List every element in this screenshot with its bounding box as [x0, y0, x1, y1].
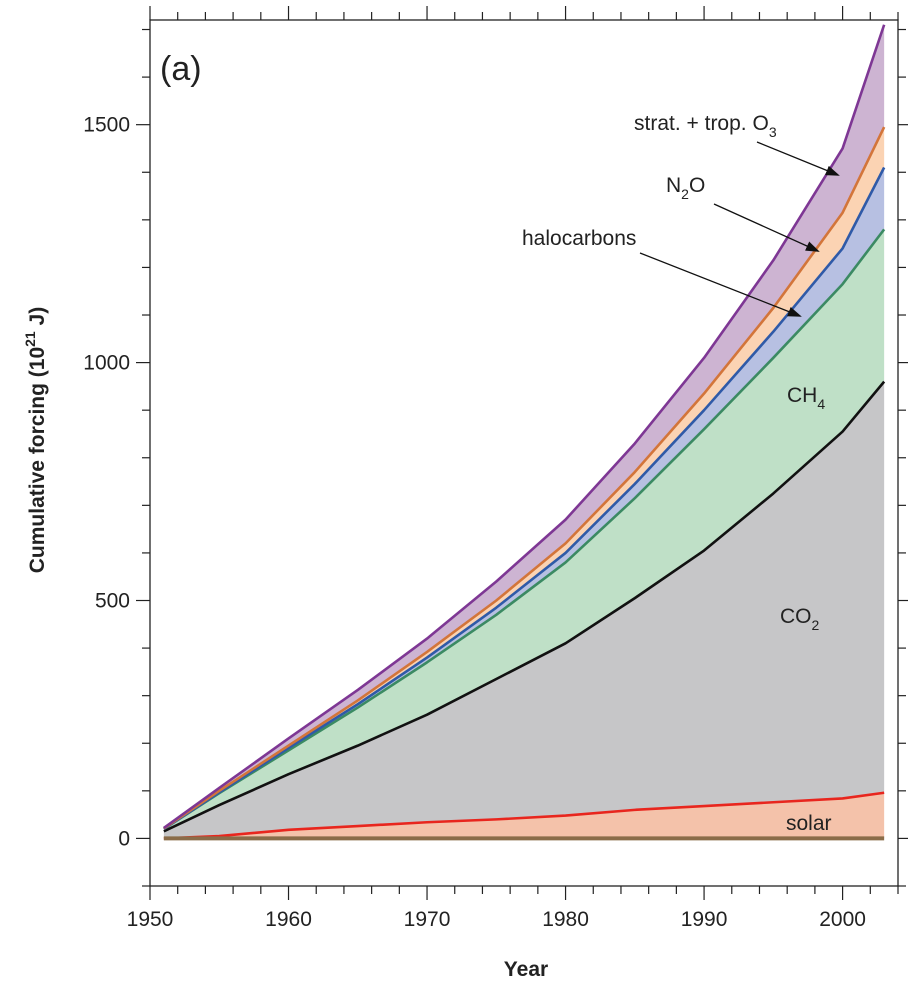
annotation-ch4-sub: 4	[817, 396, 825, 412]
arrow-o3	[756, 141, 840, 176]
line-ch4	[163, 228, 886, 830]
series-lines	[163, 24, 886, 841]
annotation-co2-pre: CO	[780, 605, 812, 628]
y-tick-label: 1500	[83, 114, 130, 137]
annotation-n2o-pre: N	[666, 174, 681, 197]
arrow-n2o	[713, 203, 820, 252]
stacked-areas	[163, 24, 885, 839]
y-axis-title: Cumulative forcing (1021 J)	[22, 307, 49, 573]
annotation-halocarbons: halocarbons	[522, 227, 636, 250]
x-tick-label: 1970	[404, 908, 451, 931]
y-tick-label: 0	[118, 827, 130, 850]
panel-label: (a)	[160, 50, 202, 88]
x-tick-label: 1990	[681, 908, 728, 931]
y-axis-title-end: J)	[26, 307, 49, 332]
y-tick-label: 500	[95, 590, 130, 613]
line-solar	[163, 791, 885, 840]
line-halocarbons	[163, 166, 886, 830]
annotation-co2: CO2	[780, 605, 820, 633]
annotation-co2-sub: 2	[812, 617, 820, 633]
x-tick-label: 1950	[127, 908, 174, 931]
y-axis-title-main: Cumulative forcing (10	[26, 347, 49, 573]
line-co2	[163, 380, 886, 833]
arrow-halocarbons	[639, 252, 802, 317]
annotation-ch4: CH4	[787, 384, 825, 412]
x-axis-title: Year	[504, 958, 548, 981]
annotation-n2o-sub: 2	[681, 186, 689, 202]
x-tick-label: 1960	[265, 908, 312, 931]
x-tick-label: 2000	[819, 908, 866, 931]
annotation-o3: strat. + trop. O3	[634, 112, 777, 140]
annotation-n2o-post: O	[689, 174, 705, 197]
y-axis-title-sup: 21	[22, 331, 38, 347]
axes: 1950 1960 1970 1980 1990 2000 0 500 1000 1500	[83, 6, 908, 931]
x-tick-label: 1980	[542, 908, 589, 931]
area-co2	[163, 381, 885, 839]
annotation-ch4-pre: CH	[787, 384, 817, 407]
annotation-solar: solar	[786, 812, 832, 835]
line-n2o	[163, 126, 886, 830]
annotation-o3-sub: 3	[769, 124, 777, 140]
line-strat-trop-o3	[163, 24, 886, 830]
y-tick-label: 1000	[83, 352, 130, 375]
annotation-n2o: N2O	[666, 174, 705, 202]
plot-frame	[149, 19, 899, 887]
annotation-o3-main: strat. + trop. O	[634, 112, 769, 135]
